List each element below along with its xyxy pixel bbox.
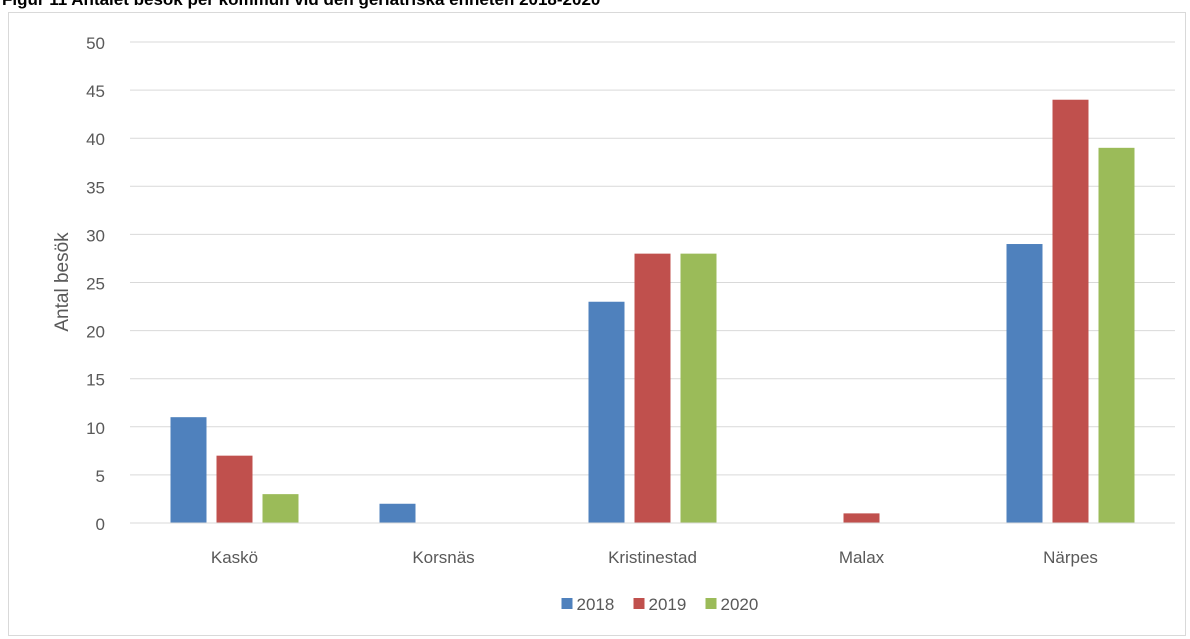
bar-2018-2 [588, 301, 625, 523]
y-tick-label: 30 [86, 226, 105, 245]
x-tick-label: Korsnäs [412, 548, 474, 567]
legend-swatch [561, 598, 573, 609]
y-axis-ticks: 0 5 10 15 20 25 30 35 40 45 50 [86, 34, 105, 534]
legend-label: 2020 [721, 595, 759, 614]
bar-2018-0 [170, 417, 207, 523]
legend-swatch [633, 598, 645, 609]
x-tick-label: Kaskö [211, 548, 258, 567]
x-tick-label: Kristinestad [608, 548, 697, 567]
y-tick-label: 10 [86, 419, 105, 438]
y-tick-label: 40 [86, 130, 105, 149]
bar-2018-4 [1006, 244, 1043, 523]
y-tick-label: 35 [86, 178, 105, 197]
bar-2019-3 [843, 513, 880, 523]
y-axis-label: Antal besök [52, 232, 73, 332]
legend-label: 2019 [649, 595, 687, 614]
y-tick-label: 50 [86, 34, 105, 53]
y-tick-label: 15 [86, 371, 105, 390]
x-tick-label: Närpes [1043, 548, 1098, 567]
bar-2019-4 [1052, 99, 1089, 523]
bar-2020-0 [262, 494, 299, 523]
bars [170, 99, 1135, 523]
x-tick-label: Malax [839, 548, 885, 567]
x-axis-ticks: Kaskö Korsnäs Kristinestad Malax Närpes [211, 548, 1098, 567]
bar-2018-1 [379, 503, 416, 523]
legend: 2018 2019 2020 [561, 595, 759, 614]
legend-label: 2018 [577, 595, 615, 614]
bar-2020-2 [680, 253, 717, 523]
legend-swatch [705, 598, 717, 609]
y-tick-label: 25 [86, 275, 105, 294]
y-tick-label: 0 [96, 515, 105, 534]
bar-2019-0 [216, 455, 253, 523]
y-tick-label: 20 [86, 323, 105, 342]
bar-2020-4 [1098, 147, 1135, 523]
y-tick-label: 5 [96, 467, 105, 486]
y-tick-label: 45 [86, 82, 105, 101]
bar-2019-2 [634, 253, 671, 523]
figure-caption: Figur 11 Antalet besök per kommun vid de… [2, 0, 600, 10]
